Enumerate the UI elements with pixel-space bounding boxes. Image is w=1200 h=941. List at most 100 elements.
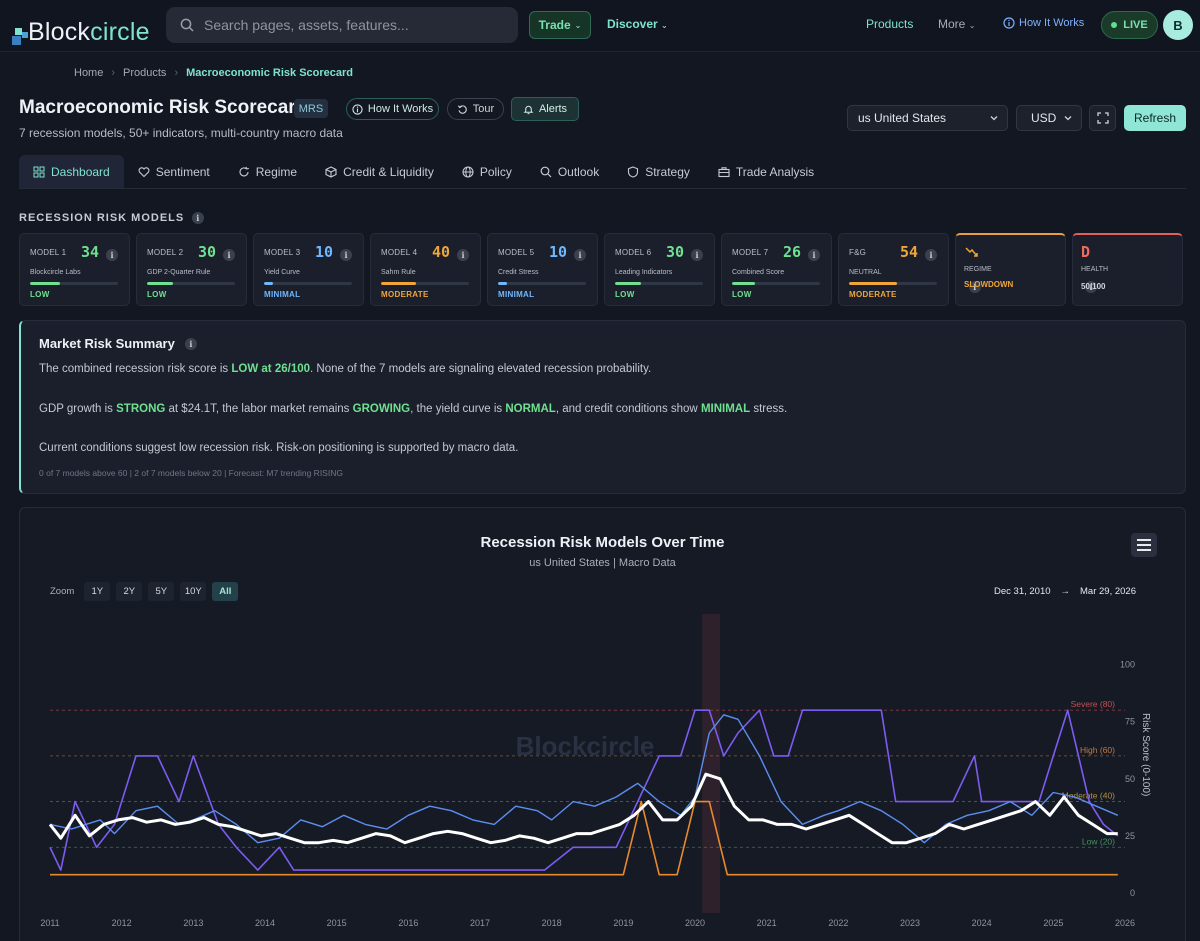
health-label: HEALTH i xyxy=(1081,266,1109,293)
fullscreen-button[interactable] xyxy=(1089,105,1116,131)
regime-label: REGIME i xyxy=(964,266,992,293)
arrow-right-icon: → xyxy=(1060,586,1071,597)
health-card[interactable]: D HEALTH i 50/100 xyxy=(1072,233,1183,306)
info-icon[interactable]: i xyxy=(192,212,205,224)
market-risk-summary: Market Risk Summary i The combined recess… xyxy=(19,320,1186,494)
tab-sentiment[interactable]: Sentiment xyxy=(124,155,224,188)
tab-policy[interactable]: Policy xyxy=(448,155,526,188)
x-tick-label: 2021 xyxy=(757,918,777,928)
zoom-label: Zoom xyxy=(50,586,75,597)
chevron-down-icon: ⌄ xyxy=(661,21,668,30)
x-tick-label: 2020 xyxy=(685,918,705,928)
range-end[interactable]: Mar 29, 2026 xyxy=(1080,586,1136,597)
tab-regime[interactable]: Regime xyxy=(224,155,311,188)
model-score-bar xyxy=(264,282,352,285)
brand-logo[interactable]: Blockcircle xyxy=(12,8,150,46)
how-it-works-button[interactable]: How It Works xyxy=(346,98,439,120)
model-card[interactable]: MODEL 2 30 i GDP 2-Quarter Rule LOW xyxy=(136,233,247,306)
zoom-2y-button[interactable]: 2Y xyxy=(116,582,143,601)
tab-credit-liquidity[interactable]: Credit & Liquidity xyxy=(311,155,448,188)
breadcrumb-separator: › xyxy=(111,67,116,79)
user-avatar[interactable]: B xyxy=(1163,10,1193,40)
regime-card[interactable]: REGIME i SLOWDOWN xyxy=(955,233,1066,306)
info-icon[interactable]: i xyxy=(106,249,118,261)
info-icon[interactable]: i xyxy=(184,337,197,350)
globe-icon xyxy=(462,165,474,178)
chevron-down-icon: ⌄ xyxy=(968,21,976,30)
model-card[interactable]: MODEL 3 10 i Yield Curve MINIMAL xyxy=(253,233,364,306)
currency-select[interactable]: USD xyxy=(1016,105,1082,131)
tab-strategy[interactable]: Strategy xyxy=(613,155,704,188)
global-search[interactable] xyxy=(166,7,518,43)
zoom-all-button[interactable]: All xyxy=(212,582,239,601)
x-tick-label: 2026 xyxy=(1115,918,1135,928)
zoom-1y-button[interactable]: 1Y xyxy=(84,582,111,601)
model-card[interactable]: MODEL 7 26 i Combined Score LOW xyxy=(721,233,832,306)
range-start[interactable]: Dec 31, 2010 xyxy=(994,586,1051,597)
threshold-label: High (60) xyxy=(1080,745,1115,755)
models-section-title: RECESSION RISK MODELS i xyxy=(19,212,205,224)
trade-menu-button[interactable]: Trade ⌄ xyxy=(529,11,591,39)
breadcrumb-products[interactable]: Products xyxy=(123,67,167,79)
tab-outlook[interactable]: Outlook xyxy=(526,155,613,188)
chart-subtitle: us United States | Macro Data xyxy=(529,557,676,569)
regime-status: SLOWDOWN xyxy=(964,280,1014,289)
top-navigation-bar: Blockcircle Trade⌄ Discover ⌄ Products M… xyxy=(0,0,1200,52)
nav-more-menu[interactable]: More ⌄ xyxy=(938,17,976,31)
search-input[interactable] xyxy=(204,17,504,33)
date-range[interactable]: Dec 31, 2010 → Mar 29, 2026 xyxy=(994,586,1136,597)
model-name: Combined Score xyxy=(732,269,785,276)
refresh-button[interactable]: Refresh xyxy=(1124,105,1186,131)
x-tick-label: 2024 xyxy=(972,918,992,928)
country-select[interactable]: us United States xyxy=(847,105,1008,131)
info-icon[interactable]: i xyxy=(574,249,586,261)
model-card[interactable]: MODEL 1 34 i Blockcircle Labs LOW xyxy=(19,233,130,306)
model-name: Yield Curve xyxy=(264,269,300,276)
model-name: GDP 2-Quarter Rule xyxy=(147,269,211,276)
live-status-badge[interactable]: LIVE xyxy=(1101,11,1158,39)
model-score-bar xyxy=(147,282,235,285)
model-label: MODEL 3 xyxy=(264,248,301,257)
info-icon[interactable]: i xyxy=(925,249,937,261)
info-icon[interactable]: i xyxy=(340,249,352,261)
tour-button[interactable]: Tour xyxy=(447,98,504,120)
chart-watermark: Blockcircle xyxy=(516,731,655,761)
info-icon[interactable]: i xyxy=(968,281,981,293)
alerts-button[interactable]: Alerts xyxy=(511,97,579,121)
zoom-10y-button[interactable]: 10Y xyxy=(180,582,207,601)
fear-greed-card[interactable]: F&G 54 i NEUTRAL MODERATE xyxy=(838,233,949,306)
model-score-bar xyxy=(615,282,703,285)
y-tick-label: 100 xyxy=(1120,660,1135,670)
model-score-bar xyxy=(849,282,937,285)
chart-menu-button[interactable] xyxy=(1131,533,1157,557)
breadcrumb-home[interactable]: Home xyxy=(74,67,104,79)
threshold-label: Severe (80) xyxy=(1071,699,1116,709)
chevron-down-icon xyxy=(990,116,998,121)
model-card[interactable]: MODEL 5 10 i Credit Stress MINIMAL xyxy=(487,233,598,306)
model-card[interactable]: MODEL 4 40 i Sahm Rule MODERATE xyxy=(370,233,481,306)
summary-paragraph: Current conditions suggest low recession… xyxy=(39,442,519,454)
tab-dashboard[interactable]: Dashboard xyxy=(19,155,124,188)
x-tick-label: 2025 xyxy=(1043,918,1063,928)
info-icon[interactable]: i xyxy=(1085,281,1098,293)
info-icon[interactable]: i xyxy=(457,249,469,261)
nav-how-it-works-link[interactable]: How It Works xyxy=(1003,17,1084,29)
y-tick-label: 50 xyxy=(1125,774,1135,784)
info-icon[interactable]: i xyxy=(691,249,703,261)
chart-title: Recession Risk Models Over Time xyxy=(480,534,725,551)
model-card[interactable]: MODEL 6 30 i Leading Indicators LOW xyxy=(604,233,715,306)
x-tick-label: 2015 xyxy=(327,918,347,928)
bell-icon xyxy=(523,105,534,114)
nav-products-link[interactable]: Products xyxy=(866,17,914,31)
model-score: 10 xyxy=(548,243,567,261)
search-icon xyxy=(180,18,194,32)
info-icon[interactable]: i xyxy=(223,249,235,261)
summary-title: Market Risk Summary i xyxy=(39,336,197,351)
summary-footer: 0 of 7 models above 60 | 2 of 7 models b… xyxy=(39,468,343,478)
discover-menu-button[interactable]: Discover ⌄ xyxy=(607,17,668,31)
page-subtitle: 7 recession models, 50+ indicators, mult… xyxy=(19,126,343,140)
info-icon[interactable]: i xyxy=(808,249,820,261)
tab-trade-analysis[interactable]: Trade Analysis xyxy=(704,155,828,188)
zoom-5y-button[interactable]: 5Y xyxy=(148,582,175,601)
